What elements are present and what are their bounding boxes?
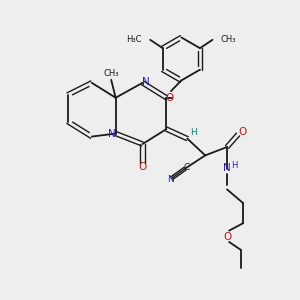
Text: CH₃: CH₃ (221, 35, 236, 44)
Text: N: N (167, 176, 173, 184)
Text: CH₃: CH₃ (103, 69, 119, 78)
Text: O: O (239, 127, 247, 137)
Text: C: C (184, 163, 190, 172)
Text: O: O (138, 162, 147, 172)
Text: N: N (108, 129, 116, 139)
Text: H₃C: H₃C (126, 35, 142, 44)
Text: H: H (190, 128, 197, 137)
Text: N: N (142, 77, 150, 87)
Text: O: O (224, 232, 232, 242)
Text: N: N (223, 163, 230, 173)
Text: H: H (232, 161, 238, 170)
Text: O: O (165, 93, 173, 103)
